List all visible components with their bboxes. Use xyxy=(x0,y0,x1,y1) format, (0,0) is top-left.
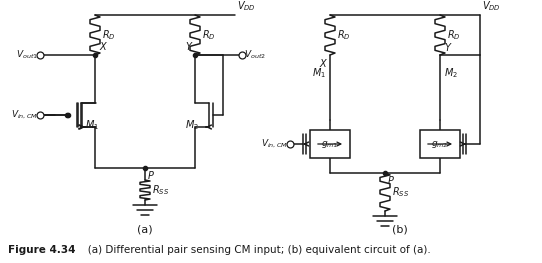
Text: $R_D$: $R_D$ xyxy=(202,28,216,42)
Text: (a): (a) xyxy=(137,225,153,235)
Text: $V_{out2}$: $V_{out2}$ xyxy=(244,49,266,61)
Text: $M_2$: $M_2$ xyxy=(444,66,458,80)
Text: Y: Y xyxy=(185,42,191,52)
Text: $V_{DD}$: $V_{DD}$ xyxy=(482,0,501,13)
Text: $M_2$: $M_2$ xyxy=(185,118,199,132)
Text: $R_{SS}$: $R_{SS}$ xyxy=(152,183,169,197)
Text: Y: Y xyxy=(444,43,450,53)
Bar xyxy=(420,130,460,158)
Text: P: P xyxy=(148,171,154,181)
Text: (a) Differential pair sensing CM input; (b) equivalent circuit of (a).: (a) Differential pair sensing CM input; … xyxy=(78,245,431,255)
Text: $V_{out1}$: $V_{out1}$ xyxy=(16,49,38,61)
Text: $V_{in,CM}$: $V_{in,CM}$ xyxy=(261,138,288,150)
Text: $g_{m1}$: $g_{m1}$ xyxy=(321,139,339,149)
Text: $g_{m2}$: $g_{m2}$ xyxy=(431,139,449,149)
Text: Figure 4.34: Figure 4.34 xyxy=(8,245,75,255)
Bar xyxy=(310,130,350,158)
Text: $R_D$: $R_D$ xyxy=(447,28,461,42)
Text: $R_{SS}$: $R_{SS}$ xyxy=(392,185,409,199)
Text: $V_{DD}$: $V_{DD}$ xyxy=(237,0,256,13)
Text: $M_1$: $M_1$ xyxy=(312,66,326,80)
Text: $M_1$: $M_1$ xyxy=(85,118,99,132)
Text: $V_{in,CM}$: $V_{in,CM}$ xyxy=(11,109,38,121)
Text: P: P xyxy=(388,176,394,186)
Text: X: X xyxy=(99,42,106,52)
Text: $R_D$: $R_D$ xyxy=(102,28,115,42)
Text: (b): (b) xyxy=(392,225,408,235)
Text: $R_D$: $R_D$ xyxy=(337,28,351,42)
Text: X: X xyxy=(319,59,326,69)
